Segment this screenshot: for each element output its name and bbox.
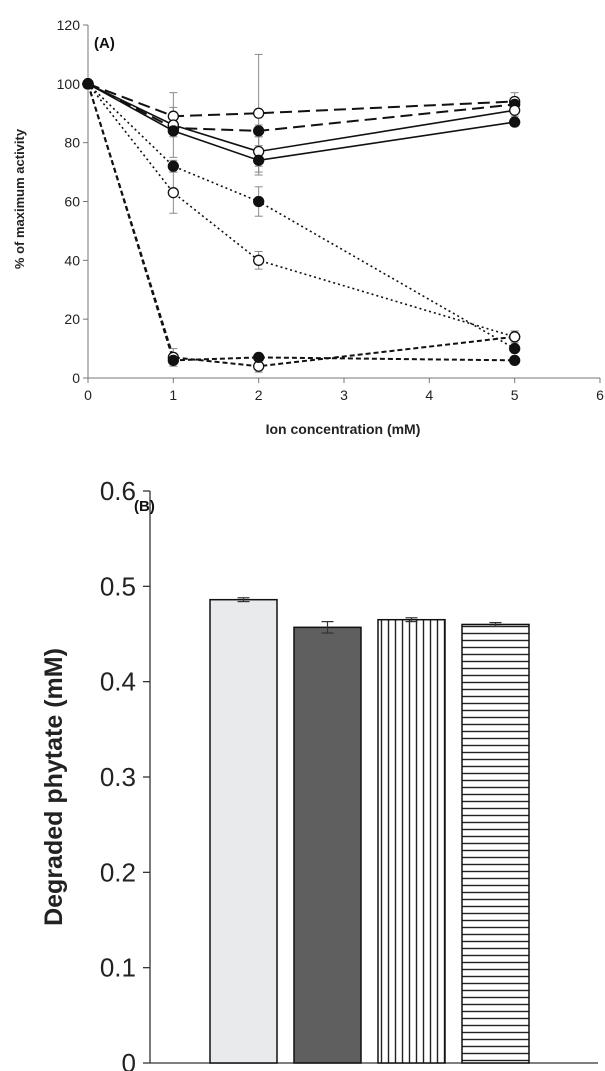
panel-a-series-line	[87, 83, 515, 162]
panel-a-filled-marker	[509, 116, 521, 128]
panel-a-open-marker	[167, 187, 179, 199]
panel-a-y-tick-label: 100	[57, 76, 81, 92]
panel-a-filled-marker	[253, 351, 265, 364]
panel-b-bar	[377, 618, 446, 1064]
panel-a-filled-marker	[509, 342, 521, 355]
panel-a-filled-marker	[253, 195, 265, 208]
panel-b-bar	[461, 623, 530, 1064]
panel-a: 0 20 40 60 80 100 120 0 1 2 3 4 5 6 (A) Ion concentra…	[12, 17, 604, 437]
panel-a-y-tick-label: 80	[64, 135, 80, 151]
panel-a-y-tick-label: 40	[64, 252, 80, 268]
panel-a-x-tick-label: 2	[255, 387, 263, 403]
panel-a-series-line	[87, 83, 516, 350]
panel-b-bar	[293, 626, 362, 1064]
panel-a-errorbars	[169, 53, 519, 373]
panel-a-open-marker	[509, 104, 521, 116]
panel-a-open-marker	[253, 107, 265, 119]
panel-b-y-tick-label: 0.3	[100, 762, 136, 792]
panel-b: 0 0.1 0.2 0.3 0.4 0.5 0.6 (B) Degraded phytate…	[40, 476, 598, 1071]
panel-a-y-axis-title: % of maximum activity	[12, 128, 27, 269]
panel-a-series-line	[87, 83, 515, 362]
panel-a-filled-marker	[253, 154, 265, 166]
panel-a-filled-marker	[82, 78, 94, 90]
panel-a-series-line	[87, 83, 515, 338]
panel-b-y-tick-label: 0.5	[100, 571, 136, 601]
panel-b-bars	[209, 597, 530, 1064]
panel-a-filled-marker	[509, 354, 521, 367]
panel-b-ticks: 0 0.1 0.2 0.3 0.4 0.5 0.6	[100, 476, 150, 1071]
panel-b-y-tick-label: 0.1	[100, 953, 136, 983]
panel-a-label: (A)	[94, 35, 115, 52]
panel-a-y-tick-label: 60	[64, 194, 80, 210]
panel-a-x-tick-label: 1	[169, 387, 177, 403]
panel-b-y-tick-label: 0.4	[100, 667, 136, 697]
panel-a-series-line	[87, 82, 515, 118]
panel-a-axes	[87, 25, 600, 379]
panel-a-open-marker	[509, 331, 521, 343]
panel-a-series	[82, 78, 521, 372]
panel-a-y-tick-label: 120	[57, 17, 81, 33]
panel-a-x-axis-title: Ion concentration (mM)	[266, 421, 421, 437]
panel-b-label: (B)	[134, 498, 155, 515]
panel-b-y-tick-label: 0.6	[100, 476, 136, 506]
panel-b-y-tick-label: 0.2	[100, 857, 136, 887]
panel-a-series-line	[87, 82, 515, 132]
panel-a-filled-marker	[167, 160, 179, 172]
panel-a-x-tick-label: 6	[596, 387, 604, 403]
panel-b-y-tick-label: 0	[122, 1048, 136, 1071]
panel-a-series-line	[87, 83, 515, 153]
panel-b-bar	[209, 598, 278, 1064]
panel-a-filled-marker	[167, 354, 179, 367]
panel-a-y-tick-label: 0	[72, 370, 80, 386]
panel-a-filled-marker	[167, 125, 179, 137]
panel-b-y-axis-title: Degraded phytate (mM)	[40, 648, 68, 926]
panel-a-x-tick-label: 3	[340, 387, 348, 403]
panel-a-y-tick-label: 20	[64, 311, 80, 327]
panel-a-ticks: 0 20 40 60 80 100 120 0 1 2 3 4 5 6	[57, 17, 604, 403]
panel-a-x-tick-label: 4	[425, 387, 433, 403]
panel-a-x-tick-label: 0	[84, 387, 92, 403]
panel-a-open-marker	[253, 254, 265, 266]
panel-a-x-tick-label: 5	[511, 387, 519, 403]
panel-a-filled-marker	[253, 125, 265, 137]
panel-a-series-line	[87, 83, 515, 368]
